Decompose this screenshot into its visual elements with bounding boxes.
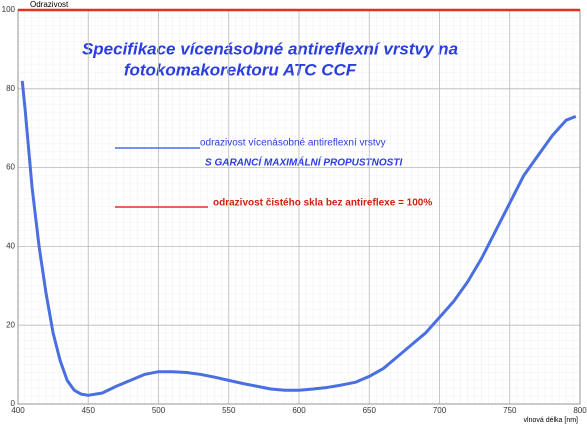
series-line bbox=[20, 80, 577, 397]
y-tick-label: 40 bbox=[6, 242, 15, 251]
x-tick-label: 550 bbox=[222, 406, 236, 415]
x-tick-label: 500 bbox=[152, 406, 166, 415]
chart-title: Specifikace vícenásobné antireflexní vrs… bbox=[82, 39, 458, 58]
y-tick-label: 80 bbox=[6, 84, 15, 93]
x-tick-label: 750 bbox=[503, 406, 517, 415]
y-axis-label: Odrazivost bbox=[30, 0, 69, 9]
x-tick-label: 650 bbox=[363, 406, 377, 415]
chart-title: fotokomakorektoru ATC CCF bbox=[124, 60, 357, 79]
y-tick-label: 0 bbox=[11, 399, 16, 408]
y-tick-label: 20 bbox=[6, 320, 15, 329]
x-tick-label: 800 bbox=[573, 406, 587, 415]
x-tick-label: 400 bbox=[11, 406, 25, 415]
y-tick-label: 60 bbox=[6, 163, 15, 172]
x-axis-label: vlnová délka [nm] bbox=[524, 417, 579, 424]
legend-label: odrazivost čistého skla bez antireflexe … bbox=[213, 198, 432, 209]
x-tick-label: 600 bbox=[292, 406, 306, 415]
x-tick-label: 450 bbox=[82, 406, 96, 415]
x-tick-label: 700 bbox=[433, 406, 447, 415]
y-tick-label: 100 bbox=[2, 5, 16, 14]
legend-label: odrazivost vícenásobné antireflexní vrst… bbox=[200, 138, 386, 149]
annotation: S GARANCÍ MAXIMÁLNÍ PROPUSTNOSTI bbox=[205, 156, 402, 169]
